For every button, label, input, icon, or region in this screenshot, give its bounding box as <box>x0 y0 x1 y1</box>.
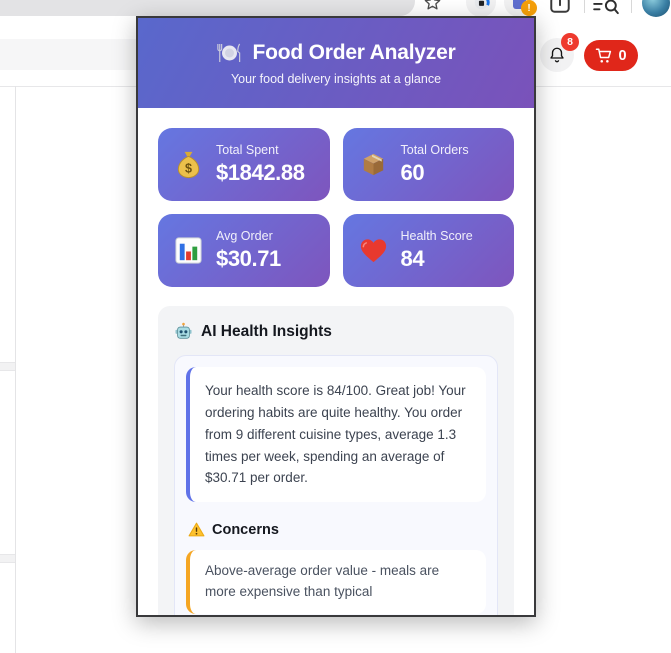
ai-insights-title: AI Health Insights <box>201 322 332 340</box>
svg-text:$: $ <box>185 161 192 175</box>
stat-value: $1842.88 <box>216 160 305 185</box>
cart-button[interactable]: 0 <box>584 40 638 71</box>
share-icon[interactable] <box>548 0 572 15</box>
bell-icon <box>548 46 566 64</box>
stat-card-avg-order: Avg Order $30.71 <box>158 214 330 287</box>
heart-icon <box>358 235 389 266</box>
stat-card-total-spent: $ Total Spent $1842.88 <box>158 128 330 201</box>
table-row-separator <box>0 554 15 563</box>
package-icon <box>358 149 389 180</box>
stat-value: 84 <box>400 246 425 271</box>
stat-card-total-orders: Total Orders 60 <box>342 128 514 201</box>
stat-label: Total Spent <box>216 143 279 157</box>
ai-insights-panel: AI Health Insights Your health score is … <box>158 306 514 615</box>
cart-count: 0 <box>618 47 627 64</box>
stat-label: Avg Order <box>216 229 273 243</box>
stat-label: Health Score <box>400 229 473 243</box>
cart-icon <box>595 47 613 65</box>
page-header-strip <box>0 39 136 70</box>
money-bag-icon: $ <box>173 149 204 180</box>
search-list-icon[interactable] <box>592 0 620 16</box>
toolbar-divider <box>584 0 585 13</box>
concern-item: Above-average order value - meals are mo… <box>186 550 486 615</box>
content-panel-border <box>15 86 16 653</box>
concerns-title: Concerns <box>212 521 279 538</box>
extension-shield-icon[interactable] <box>466 0 496 17</box>
stats-grid: $ Total Spent $1842.88 <box>158 128 514 287</box>
ai-insights-header: AI Health Insights <box>174 322 498 341</box>
insights-box: Your health score is 84/100. Great job! … <box>174 355 498 615</box>
extension-popup: Food Order Analyzer Your food delivery i… <box>136 16 536 617</box>
popup-header: Food Order Analyzer Your food delivery i… <box>138 18 534 108</box>
address-bar[interactable] <box>0 0 415 16</box>
concerns-header: Concerns <box>188 521 486 538</box>
profile-avatar[interactable] <box>642 0 670 17</box>
health-summary-card: Your health score is 84/100. Great job! … <box>186 367 486 503</box>
bookmark-star-icon[interactable] <box>423 0 442 12</box>
popup-body: $ Total Spent $1842.88 <box>138 108 534 615</box>
robot-icon <box>174 322 193 341</box>
bar-chart-icon <box>173 235 204 266</box>
warning-icon <box>188 521 205 538</box>
popup-subtitle: Your food delivery insights at a glance <box>230 71 442 86</box>
notification-count-badge: 8 <box>561 33 579 51</box>
toolbar-divider <box>631 0 632 13</box>
stat-value: $30.71 <box>216 246 281 271</box>
extension-alert-badge: ! <box>521 0 537 16</box>
stat-card-health-score: Health Score 84 <box>342 214 514 287</box>
stat-value: 60 <box>400 160 425 185</box>
plate-cutlery-icon <box>216 43 243 63</box>
popup-title: Food Order Analyzer <box>252 40 456 64</box>
table-row-separator <box>0 362 15 371</box>
stat-label: Total Orders <box>400 143 469 157</box>
